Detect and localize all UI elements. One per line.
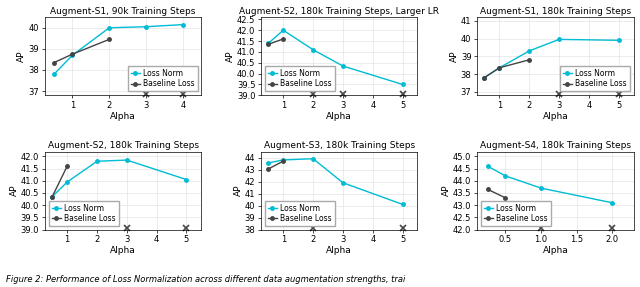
Title: Augment-S1, 180k Training Steps: Augment-S1, 180k Training Steps	[480, 7, 631, 16]
Line: Baseline Loss: Baseline Loss	[267, 37, 285, 46]
Title: Augment-S3, 180k Training Steps: Augment-S3, 180k Training Steps	[264, 141, 415, 150]
Y-axis label: AP: AP	[17, 51, 26, 62]
Line: Loss Norm: Loss Norm	[483, 38, 620, 79]
Loss Norm	[309, 48, 317, 51]
Loss Norm	[484, 164, 492, 168]
Loss Norm	[280, 28, 287, 32]
Loss Norm	[264, 161, 272, 165]
Baseline Loss	[68, 53, 76, 56]
Loss Norm	[525, 49, 533, 53]
Title: Augment-S2, 180k Training Steps: Augment-S2, 180k Training Steps	[47, 141, 198, 150]
Baseline Loss	[495, 66, 503, 69]
Text: Figure 2: Performance of Loss Normalization across different data augmentation s: Figure 2: Performance of Loss Normalizat…	[6, 275, 406, 284]
Loss Norm	[615, 38, 623, 42]
Title: Augment-S2, 180k Training Steps, Larger LR: Augment-S2, 180k Training Steps, Larger …	[239, 7, 439, 16]
Loss Norm	[399, 83, 406, 86]
X-axis label: Alpha: Alpha	[326, 112, 352, 121]
Legend: Loss Norm, Baseline Loss: Loss Norm, Baseline Loss	[127, 66, 198, 92]
Baseline Loss	[280, 37, 287, 41]
Loss Norm	[537, 186, 545, 190]
Line: Loss Norm: Loss Norm	[52, 23, 185, 76]
Y-axis label: AP: AP	[10, 185, 19, 196]
Loss Norm	[93, 160, 101, 163]
Loss Norm	[106, 26, 113, 30]
X-axis label: Alpha: Alpha	[110, 246, 136, 255]
Baseline Loss	[264, 42, 272, 46]
Legend: Loss Norm, Baseline Loss: Loss Norm, Baseline Loss	[481, 201, 551, 226]
Line: Baseline Loss: Baseline Loss	[267, 159, 285, 171]
Line: Baseline Loss: Baseline Loss	[486, 188, 508, 200]
Legend: Loss Norm, Baseline Loss: Loss Norm, Baseline Loss	[560, 66, 630, 92]
Baseline Loss	[525, 58, 533, 61]
Loss Norm	[495, 66, 503, 69]
Baseline Loss	[63, 164, 71, 168]
Y-axis label: AP: AP	[442, 185, 451, 196]
X-axis label: Alpha: Alpha	[543, 246, 568, 255]
Loss Norm	[339, 64, 347, 68]
Loss Norm	[123, 158, 131, 162]
Line: Loss Norm: Loss Norm	[267, 28, 404, 86]
Line: Baseline Loss: Baseline Loss	[51, 164, 69, 198]
X-axis label: Alpha: Alpha	[326, 246, 352, 255]
Line: Baseline Loss: Baseline Loss	[483, 58, 531, 79]
Baseline Loss	[502, 196, 509, 199]
Title: Augment-S4, 180k Training Steps: Augment-S4, 180k Training Steps	[480, 141, 631, 150]
Loss Norm	[182, 178, 190, 181]
Loss Norm	[481, 76, 488, 79]
Baseline Loss	[484, 188, 492, 191]
Loss Norm	[339, 181, 347, 185]
Y-axis label: AP: AP	[234, 185, 243, 196]
X-axis label: Alpha: Alpha	[543, 112, 568, 121]
Loss Norm	[179, 23, 187, 26]
Legend: Loss Norm, Baseline Loss: Loss Norm, Baseline Loss	[265, 201, 335, 226]
X-axis label: Alpha: Alpha	[110, 112, 136, 121]
Legend: Loss Norm, Baseline Loss: Loss Norm, Baseline Loss	[265, 66, 335, 92]
Loss Norm	[63, 180, 71, 184]
Legend: Loss Norm, Baseline Loss: Loss Norm, Baseline Loss	[49, 201, 118, 226]
Loss Norm	[555, 38, 563, 41]
Loss Norm	[49, 195, 56, 198]
Line: Loss Norm: Loss Norm	[51, 158, 188, 198]
Loss Norm	[280, 158, 287, 162]
Baseline Loss	[280, 159, 287, 163]
Loss Norm	[50, 73, 58, 76]
Baseline Loss	[481, 76, 488, 79]
Loss Norm	[399, 203, 406, 206]
Line: Loss Norm: Loss Norm	[267, 157, 404, 206]
Line: Loss Norm: Loss Norm	[486, 164, 614, 205]
Baseline Loss	[106, 38, 113, 41]
Loss Norm	[609, 201, 616, 204]
Baseline Loss	[49, 195, 56, 198]
Loss Norm	[142, 25, 150, 28]
Y-axis label: AP: AP	[450, 51, 459, 62]
Loss Norm	[309, 157, 317, 160]
Loss Norm	[502, 174, 509, 178]
Loss Norm	[68, 53, 76, 57]
Y-axis label: AP: AP	[226, 51, 235, 62]
Baseline Loss	[50, 61, 58, 64]
Baseline Loss	[264, 167, 272, 171]
Line: Baseline Loss: Baseline Loss	[52, 38, 111, 64]
Title: Augment-S1, 90k Training Steps: Augment-S1, 90k Training Steps	[51, 7, 196, 16]
Loss Norm	[264, 42, 272, 45]
